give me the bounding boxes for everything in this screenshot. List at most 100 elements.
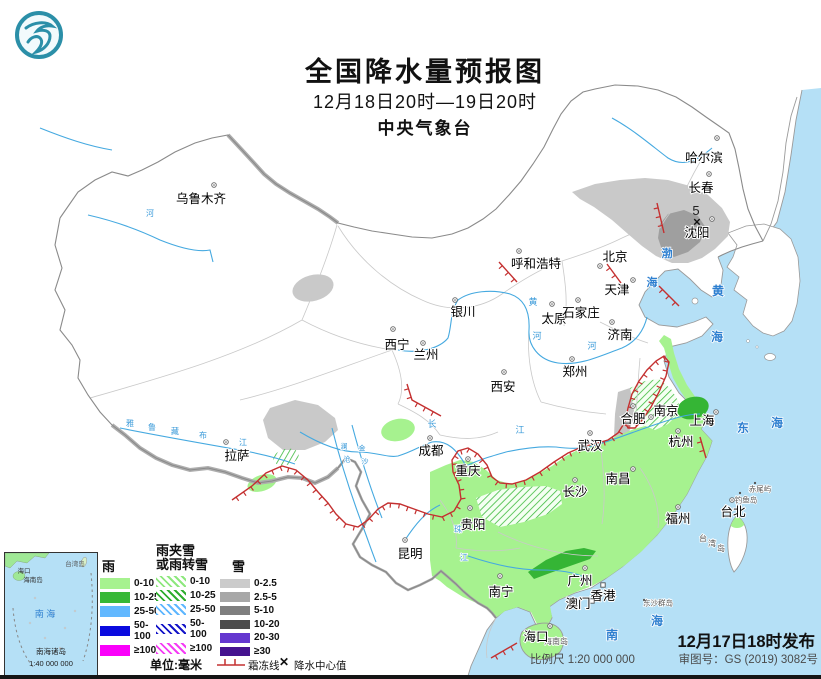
- sleet-areas: [273, 379, 679, 527]
- legend-color-chip: [100, 625, 130, 637]
- city-marker: [600, 582, 606, 588]
- legend-item: 0-10: [100, 578, 162, 589]
- city-marker-dot: [225, 441, 227, 443]
- inset-label: 台湾岛: [65, 559, 85, 568]
- city-label: 长沙: [562, 485, 588, 499]
- river-label: 雅: [126, 418, 134, 428]
- precip-center-value: 5: [692, 203, 699, 218]
- island-label: 东沙群岛: [643, 598, 673, 608]
- city-marker-dot: [499, 575, 501, 577]
- legend-item: ≥30: [220, 646, 282, 657]
- city-label: 武汉: [577, 439, 603, 453]
- frost-tick: [639, 415, 644, 420]
- approval-number: 审图号：GS (2019) 3082号: [678, 654, 818, 666]
- legend-item: ≥100: [156, 643, 218, 654]
- inset-label: 海南岛: [23, 575, 43, 584]
- map-credits: 比例尺 1:20 000 000 审图号：GS (2019) 3082号: [530, 651, 818, 667]
- city-marker-dot: [589, 432, 591, 434]
- frost-tick: [603, 441, 606, 446]
- island-dot: [738, 491, 742, 495]
- legend-unit: 单位:毫米: [150, 658, 202, 672]
- city-marker-dot: [549, 625, 551, 627]
- river-label: 金: [359, 443, 366, 452]
- frost-tick: [460, 450, 463, 455]
- frost-tick: [466, 448, 470, 453]
- frost-tick: [657, 224, 663, 228]
- bottom-bar: [0, 675, 821, 679]
- river-label: 鲁: [148, 422, 156, 432]
- frost-tick: [454, 455, 459, 460]
- frost-tick: [368, 518, 374, 522]
- legend-item: ≥100: [100, 645, 162, 656]
- island-label: 钓鱼岛: [735, 495, 758, 505]
- city-marker-dot: [467, 458, 469, 460]
- south-china-sea-inset: 台湾岛 海口 海南岛南 海南海诸岛 1:40 000 000: [4, 552, 98, 678]
- frost-tick: [648, 401, 653, 405]
- province-borders: [89, 161, 701, 659]
- frost-tick: [546, 466, 551, 471]
- city-label: 成都: [418, 444, 444, 458]
- city-marker-dot: [571, 358, 573, 360]
- city-marker-dot: [429, 437, 431, 439]
- frost-tick: [504, 271, 509, 276]
- legend-column: 雪 0-2.5 2.5-5 5-10 10-20 20-30 ≥30: [220, 538, 282, 660]
- city-label: 香港: [590, 589, 616, 603]
- legend-range-label: 2.5-5: [254, 591, 277, 603]
- frost-tick: [397, 503, 401, 509]
- frost-tick: [531, 476, 535, 481]
- city-marker-dot: [611, 321, 613, 323]
- frost-tick: [633, 389, 639, 393]
- korea-peninsula: [691, 223, 801, 361]
- frost-tick: [381, 506, 386, 511]
- city-label: 长春: [688, 181, 714, 195]
- island-label: 赤尾屿: [749, 485, 772, 494]
- frost-tick: [286, 467, 290, 473]
- city-label: 哈尔滨: [685, 150, 723, 165]
- frost-tick: [660, 377, 665, 381]
- island-dot: [753, 481, 757, 485]
- city-marker-dot: [404, 539, 406, 541]
- island-label: 湾: [708, 538, 716, 548]
- sea-label: 东: [737, 420, 749, 435]
- legend-column-title: 雨: [102, 559, 116, 574]
- island-dot: [642, 598, 646, 602]
- legend-column: 雨夹雪 或雨转雪 0-10 10-25 25-50 50-100 ≥100: [156, 538, 218, 657]
- frost-tick: [618, 431, 623, 435]
- cma-logo: [15, 11, 63, 59]
- frost-tick: [662, 356, 666, 361]
- legend-color-chip: [220, 578, 250, 589]
- legend-color-chip: [156, 643, 186, 654]
- frost-tick: [453, 470, 458, 474]
- river-label: 长: [427, 418, 436, 429]
- city-marker-dot: [715, 411, 717, 413]
- city-marker-dot: [716, 137, 718, 139]
- frost-tick: [611, 436, 615, 442]
- frost-tick: [406, 396, 412, 400]
- city-marker-dot: [213, 184, 215, 186]
- frost-tick: [324, 502, 329, 507]
- frost-tick: [422, 407, 426, 412]
- legend-item: 25-50: [100, 606, 162, 617]
- frost-line-label: 霜冻线: [248, 660, 280, 672]
- inset-label: 南海诸岛: [36, 646, 66, 656]
- frost-tick: [655, 216, 661, 219]
- legend-range-label: ≥30: [254, 645, 271, 657]
- legend-range-label: 50-100: [134, 620, 151, 642]
- river-label: 河: [587, 340, 596, 351]
- city-label: 广州: [567, 574, 592, 588]
- city-label: 西宁: [384, 337, 409, 352]
- sea-label: 南: [606, 627, 618, 642]
- legend-color-chip: [156, 576, 186, 587]
- city-label: 上海: [689, 413, 715, 428]
- city-marker-dot: [469, 507, 471, 509]
- frost-tick: [460, 497, 466, 500]
- frost-tick: [638, 381, 643, 385]
- city-marker-dot: [503, 371, 505, 373]
- frost-tick: [441, 516, 445, 522]
- city-label: 呼和浩特: [511, 256, 561, 271]
- map-labels: 渤海黄海东 海南海河黄河河长江珠江雅鲁藏布江澜沧金沙台湾岛钓鱼岛赤尾屿东沙群岛海南…: [125, 207, 784, 646]
